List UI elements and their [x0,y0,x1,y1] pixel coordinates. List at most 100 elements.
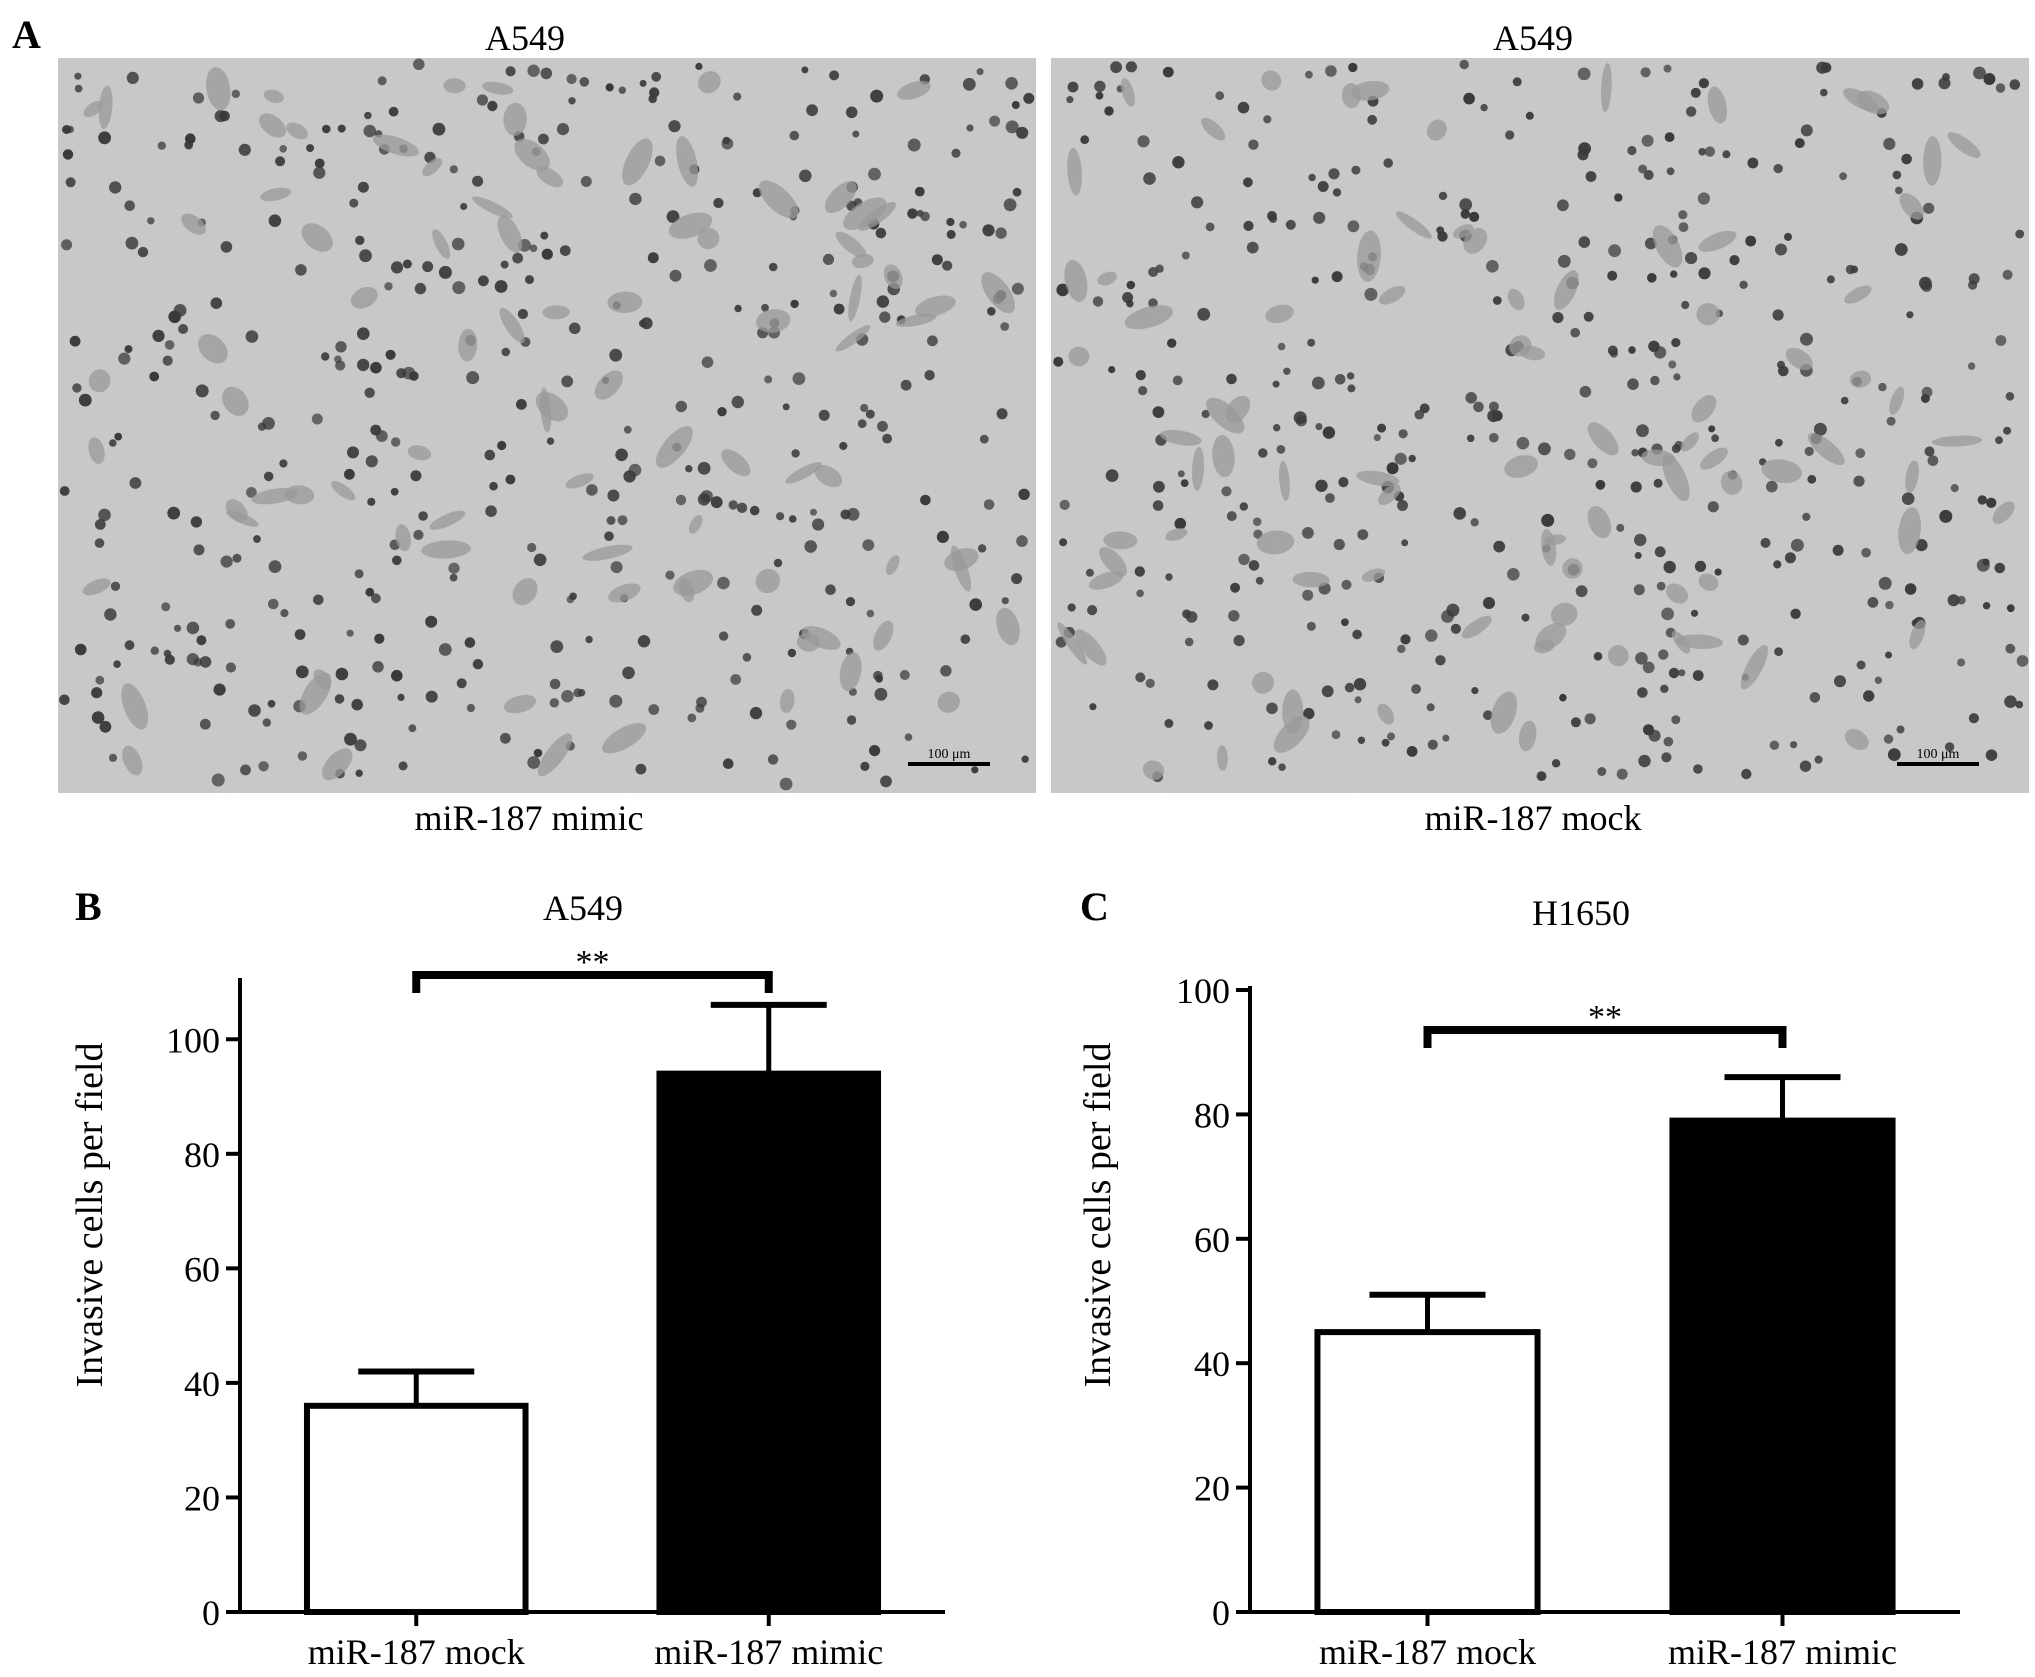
stained-cell [605,83,614,92]
stained-cell [995,227,1007,239]
stained-cell [1398,429,1408,439]
stained-cell [1741,768,1752,780]
chart-b-plot: 0 20 40 60 80 100 miR-187 mock miR-187 mimic ** [166,944,945,1672]
stained-cell [1663,64,1672,73]
stained-cell [996,408,1008,420]
stained-cell [1607,345,1618,356]
stained-cell [1643,724,1654,736]
spread-cell [1490,691,1518,734]
spread-cell [1357,230,1381,282]
stained-cell [1172,375,1183,386]
stained-cell [1698,78,1709,89]
spread-cell [755,568,780,594]
stained-cell [907,138,921,152]
spread-cell [873,620,894,651]
stained-cell [579,77,590,87]
stained-cell [432,122,446,136]
spread-cell [512,578,538,606]
stained-cell [1273,424,1281,432]
spread-cell [514,138,550,171]
spread-cell [472,196,513,219]
spread-cell [1395,211,1432,239]
stained-cell [476,94,488,106]
stained-cell [1557,199,1569,212]
stained-cell [147,217,155,225]
stained-cell [347,446,359,459]
stained-cell [466,371,480,385]
panel-b-letter: B [75,884,102,929]
stained-cell [1018,488,1030,500]
spread-cell [1641,449,1676,467]
stained-cell [413,529,424,541]
stained-cell [1647,273,1657,283]
stained-cell [1901,153,1912,165]
spread-cell [950,545,971,592]
stained-cell [969,598,982,611]
stained-cell [665,570,675,580]
significance-bracket [1423,1026,1787,1048]
stained-cell [561,690,574,703]
stained-cell [311,413,323,425]
spread-cell [1504,455,1538,478]
spread-cell [608,583,641,603]
spread-cell [1761,459,1803,484]
spread-cell [1889,386,1905,415]
bar [303,1402,529,1616]
stained-cell [710,496,723,509]
stained-cell [1483,597,1495,609]
stained-cell [1878,382,1887,392]
spread-cell [1142,760,1165,780]
stained-cell [1698,148,1706,156]
spread-cell [814,465,843,488]
stained-cell [1357,736,1366,744]
stained-cell [829,289,838,298]
spread-cell [1378,285,1406,305]
spread-cell [835,231,867,258]
stained-cell [1834,675,1846,688]
stained-cell [1228,610,1240,622]
stained-cell [936,530,950,544]
stained-cell [1631,449,1639,457]
stained-cell [245,330,259,343]
stained-cell [168,310,181,324]
stained-cell [648,704,660,715]
x-tick-label: miR-187 mock [308,1632,525,1672]
stained-cell [385,349,396,360]
stained-cell [367,497,376,506]
spread-cell [1519,345,1546,361]
stained-cell [113,660,121,668]
y-tick-label: 100 [1176,971,1230,1011]
spread-cell [594,370,623,400]
stained-cell [1341,618,1349,627]
stained-cell [497,440,507,451]
stained-cell [1221,486,1232,497]
spread-cell [937,691,960,713]
stained-cell [983,499,995,510]
spread-cell [1057,622,1088,665]
stained-cell [1397,500,1408,511]
stained-cell [193,657,203,667]
stained-cell [879,311,891,323]
spread-cell [1909,619,1926,650]
spread-cell [1691,395,1717,423]
stained-cell [178,324,189,334]
spread-cell [1601,63,1612,113]
stained-cell [1638,754,1651,768]
stained-cell [695,62,703,70]
stained-cell [617,515,628,526]
stained-cell [1238,553,1250,566]
stained-cell [862,539,875,551]
stained-cell [1364,287,1378,301]
stained-cell [792,372,806,385]
stained-cell [1414,409,1425,420]
spread-cell [602,722,647,754]
spread-cell [1700,447,1728,470]
stained-cell [1950,484,1959,493]
stained-cell [1634,533,1647,547]
stained-cell [789,130,800,141]
stained-cell [196,635,207,646]
spread-cell [758,180,799,219]
stained-cell [313,166,326,179]
stained-cell [609,348,623,362]
spread-cell [432,229,451,259]
